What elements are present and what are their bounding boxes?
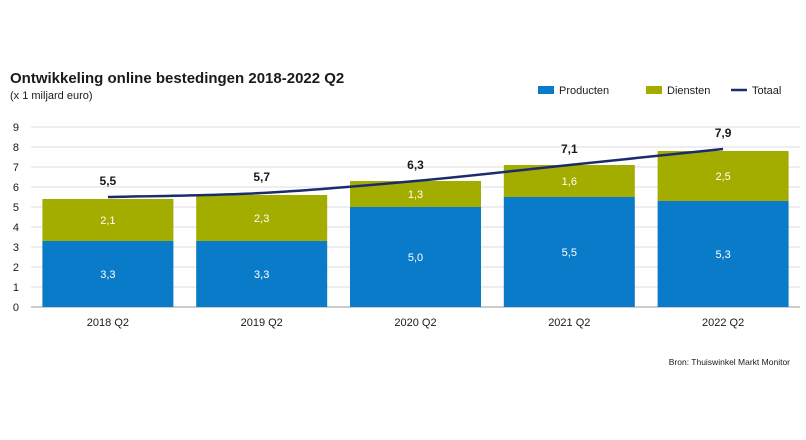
x-tick-label: 2022 Q2: [702, 317, 744, 329]
bar-producten: [350, 207, 481, 307]
legend-swatch-producten: [538, 86, 554, 94]
bar-diensten: [196, 195, 328, 241]
legend-label: Producten: [559, 85, 609, 97]
line-value-label: 7,9: [715, 126, 732, 140]
y-tick-label: 8: [13, 142, 19, 154]
bar-value-label: 3,3: [100, 269, 115, 281]
legend-label: Totaal: [752, 85, 781, 97]
bar-value-label: 1,6: [562, 176, 577, 188]
y-tick-label: 3: [13, 242, 19, 254]
bar-value-label: 2,5: [715, 171, 730, 183]
bar-producten: [503, 197, 635, 307]
line-value-label: 6,3: [407, 158, 424, 172]
bar-value-label: 5,5: [562, 247, 577, 259]
x-tick-label: 2018 Q2: [87, 317, 129, 329]
bar-value-label: 2,1: [100, 215, 115, 227]
bar-value-label: 2,3: [254, 213, 269, 225]
y-tick-label: 1: [13, 282, 19, 294]
y-tick-label: 4: [13, 222, 19, 234]
x-tick-label: 2020 Q2: [394, 317, 436, 329]
bar-producten: [657, 201, 789, 307]
y-tick-label: 0: [13, 302, 19, 314]
source-note: Bron: Thuiswinkel Markt Monitor: [668, 357, 790, 367]
line-value-label: 5,5: [100, 174, 117, 188]
bar-value-label: 5,0: [408, 252, 423, 264]
legend-swatch-diensten: [646, 86, 662, 94]
y-tick-label: 7: [13, 162, 19, 174]
chart-title: Ontwikkeling online bestedingen 2018-202…: [10, 70, 345, 87]
x-tick-label: 2019 Q2: [241, 317, 283, 329]
bar-producten: [42, 241, 174, 307]
bar-producten: [196, 241, 328, 307]
x-tick-label: 2021 Q2: [548, 317, 590, 329]
chart-subtitle: (x 1 miljard euro): [10, 90, 93, 102]
bar-value-label: 5,3: [715, 249, 730, 261]
y-tick-label: 2: [13, 262, 19, 274]
bar-value-label: 3,3: [254, 269, 269, 281]
line-value-label: 5,7: [253, 170, 270, 184]
bar-diensten: [657, 151, 789, 201]
bar-value-label: 1,3: [408, 189, 423, 201]
line-value-label: 7,1: [561, 142, 578, 156]
legend-label: Diensten: [667, 85, 710, 97]
y-tick-label: 5: [13, 202, 19, 214]
y-tick-label: 6: [13, 182, 19, 194]
y-tick-label: 9: [13, 122, 19, 134]
bar-diensten: [42, 199, 174, 241]
line-totaal: [107, 147, 724, 199]
